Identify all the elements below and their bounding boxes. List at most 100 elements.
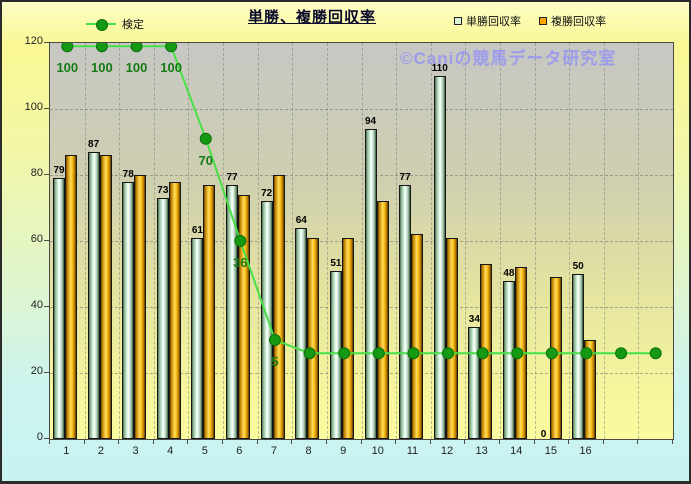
bar-value-label: 48 <box>503 267 515 279</box>
x-tick-label: 8 <box>305 445 312 457</box>
bar-tansho <box>572 274 585 439</box>
line-legend-marker-icon <box>96 19 108 31</box>
x-tick-mark <box>49 439 50 444</box>
x-tick-label: 7 <box>270 445 278 457</box>
legend-item-tansho: 単勝回収率 <box>454 13 521 29</box>
x-tick-label: 9 <box>340 445 347 457</box>
gridline-v <box>188 43 190 439</box>
bar-fukusho <box>341 238 354 439</box>
bar-fukusho <box>134 175 147 439</box>
gridline-v <box>84 43 86 439</box>
bar-tansho <box>295 228 308 439</box>
tansho-swatch-icon <box>454 17 462 25</box>
bar-value-label: 73 <box>157 185 169 197</box>
x-tick-mark <box>498 439 500 444</box>
legend-fukusho-label: 複勝回収率 <box>551 16 606 28</box>
bar-value-label: 77 <box>399 171 411 183</box>
bar-value-label: 79 <box>53 165 65 177</box>
plot-area: ©Caniの競馬データ研究室 79 87 78 73 61 77 72 64 51 94 77 110… <box>49 42 674 440</box>
x-tick-mark <box>222 439 224 444</box>
legend-line-series: 検定 <box>86 16 144 32</box>
chart-title: 単勝、複勝回収率 <box>247 9 376 26</box>
x-tick-label: 4 <box>167 445 174 457</box>
x-tick-mark <box>256 439 258 444</box>
bar-value-label: 51 <box>330 257 342 269</box>
gridline-v <box>638 43 640 439</box>
x-tick-label: 16 <box>579 445 592 457</box>
bar-fukusho <box>168 182 181 439</box>
line-legend-swatch-icon <box>86 19 116 31</box>
bar-tansho <box>502 281 515 439</box>
x-tick-label: 12 <box>440 445 454 457</box>
bar-tansho <box>468 327 481 439</box>
legend-line-label: 検定 <box>122 19 144 31</box>
x-tick-mark <box>637 439 639 444</box>
y-tick-mark <box>44 240 49 241</box>
x-tick-label: 2 <box>97 445 104 457</box>
bar-value-label: 78 <box>122 168 134 180</box>
y-tick-mark <box>44 306 49 307</box>
y-tick-mark <box>44 108 49 109</box>
bar-fukusho <box>203 185 216 439</box>
x-tick-label: 13 <box>475 445 488 457</box>
y-tick-label: 120 <box>24 35 43 47</box>
y-tick-mark <box>44 42 49 43</box>
bar-value-label: 94 <box>364 115 377 127</box>
x-tick-mark <box>83 439 85 444</box>
line-marker <box>130 43 143 53</box>
x-tick-mark <box>602 439 604 444</box>
bar-fukusho <box>307 238 320 439</box>
x-tick-label: 1 <box>63 445 70 457</box>
x-tick-mark <box>568 439 570 444</box>
gridline-v <box>326 43 328 439</box>
kentei-value-label: 70 <box>198 152 213 168</box>
x-tick-label: 15 <box>544 445 557 457</box>
gridline-v <box>534 43 536 439</box>
bar-tansho <box>364 129 377 439</box>
y-tick-label: 80 <box>30 167 43 179</box>
x-tick-label: 3 <box>132 445 139 457</box>
line-marker <box>95 43 108 53</box>
y-tick-label: 0 <box>36 431 43 443</box>
y-tick-label: 60 <box>30 233 43 245</box>
gridline-v <box>257 43 259 439</box>
x-tick-label: 11 <box>406 445 419 457</box>
bar-tansho <box>53 178 65 439</box>
kentei-value-label: 5 <box>271 354 279 369</box>
bar-fukusho <box>65 155 77 439</box>
gridline-v <box>361 43 363 439</box>
gridline-v <box>119 43 121 439</box>
kentei-value-label: 100 <box>125 60 148 76</box>
line-marker <box>61 43 74 53</box>
bar-tansho <box>122 182 135 439</box>
x-tick-mark <box>464 439 466 444</box>
legend-tansho-label: 単勝回収率 <box>466 16 521 28</box>
x-tick-mark <box>118 439 120 444</box>
legend-bar-series: 単勝回収率 複勝回収率 <box>454 13 606 29</box>
bar-fukusho <box>99 155 112 439</box>
kentei-value-label: 100 <box>160 60 182 76</box>
bar-fukusho <box>445 238 458 439</box>
x-tick-mark <box>325 439 327 444</box>
bar-tansho <box>191 238 204 439</box>
x-tick-mark <box>429 439 431 444</box>
y-tick-mark <box>44 438 49 439</box>
x-tick-mark <box>533 439 535 444</box>
bar-fukusho <box>411 234 424 439</box>
bar-tansho <box>399 185 412 439</box>
y-tick-mark <box>44 372 49 373</box>
gridline-v <box>603 43 605 439</box>
gridline-v <box>396 43 398 439</box>
fukusho-swatch-icon <box>539 17 547 25</box>
kentei-value-label: 100 <box>91 60 113 76</box>
bar-fukusho <box>238 195 251 439</box>
y-tick-label: 40 <box>30 299 43 311</box>
bar-tansho <box>329 271 342 439</box>
bar-value-label: 77 <box>226 171 238 183</box>
bar-fukusho <box>549 277 562 439</box>
x-tick-mark <box>672 439 673 444</box>
bar-value-label: 50 <box>572 261 584 272</box>
x-tick-label: 5 <box>201 445 208 457</box>
gridline-v <box>153 43 155 439</box>
